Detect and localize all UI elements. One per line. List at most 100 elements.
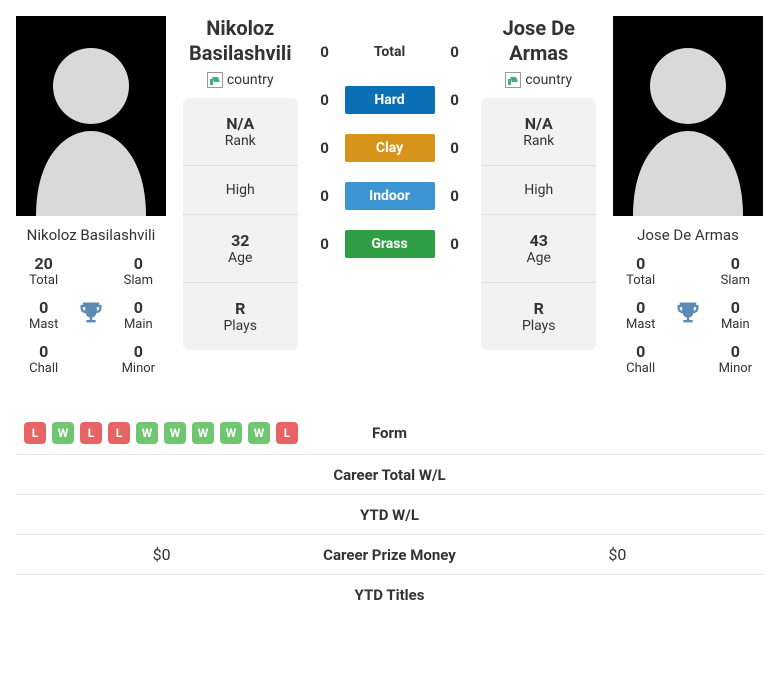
player-name-right[interactable]: Jose De Armas: [613, 216, 763, 254]
country-flag-right: country: [505, 72, 572, 88]
stat-main: 0 Main: [721, 298, 750, 332]
compare-form: LWLLWWWWWL Form: [16, 412, 763, 455]
country-alt-left: country: [227, 72, 274, 88]
stat-mast: 0 Mast: [626, 298, 655, 332]
form-chip[interactable]: W: [136, 422, 158, 444]
compare-ytd-titles-label: YTD Titles: [339, 586, 441, 604]
form-chip[interactable]: L: [80, 422, 102, 444]
info-high-label: High: [191, 182, 290, 198]
avatar-silhouette-icon: [613, 16, 763, 216]
player-card-left: Nikoloz Basilashvili 20 Total 0 Slam 0 M…: [16, 16, 166, 388]
h2h-indoor-left: 0: [315, 187, 335, 205]
stat-chall: 0 Chall: [29, 342, 58, 376]
stat-mast-label: Mast: [626, 317, 655, 332]
form-chips-left: LWLLWWWWWL: [16, 422, 356, 444]
player-info-left: Nikoloz Basilashvili country N/A Rank Hi…: [183, 16, 298, 350]
info-age: 43 Age: [481, 215, 596, 283]
player-photo-left: [16, 16, 166, 216]
stat-minor: 0 Minor: [122, 342, 156, 376]
h2h-indoor-label[interactable]: Indoor: [345, 182, 435, 210]
info-plays-label: Plays: [489, 318, 588, 334]
player-name-left[interactable]: Nikoloz Basilashvili: [16, 216, 166, 254]
h2h-grass: 0 Grass 0: [315, 230, 465, 258]
stat-main-value: 0: [124, 298, 153, 317]
info-plays-label: Plays: [191, 318, 290, 334]
info-age-value: 32: [191, 231, 290, 250]
h2h-indoor: 0 Indoor 0: [315, 182, 465, 210]
country-alt-right: country: [525, 72, 572, 88]
info-high: High: [481, 166, 596, 215]
info-age-value: 43: [489, 231, 588, 250]
h2h-hard-right: 0: [445, 91, 465, 109]
stat-mast-value: 0: [29, 298, 58, 317]
form-chip[interactable]: L: [276, 422, 298, 444]
stat-chall-label: Chall: [626, 361, 655, 376]
stat-slam: 0 Slam: [721, 254, 750, 288]
form-chip[interactable]: W: [192, 422, 214, 444]
broken-image-icon: [207, 72, 223, 88]
info-age-label: Age: [489, 250, 588, 266]
form-chip[interactable]: L: [108, 422, 130, 444]
h2h-indoor-right: 0: [445, 187, 465, 205]
info-high: High: [183, 166, 298, 215]
info-high-label: High: [489, 182, 588, 198]
stat-main-label: Main: [124, 317, 153, 332]
stat-mast: 0 Mast: [29, 298, 58, 332]
stat-minor-value: 0: [122, 342, 156, 361]
form-chip[interactable]: W: [220, 422, 242, 444]
compare-career-prize-label: Career Prize Money: [307, 546, 472, 564]
compare-ytd-wl-label: YTD W/L: [344, 506, 435, 524]
form-chip[interactable]: L: [24, 422, 46, 444]
stat-minor-value: 0: [719, 342, 753, 361]
player-heading-left: Nikoloz Basilashvili: [183, 16, 298, 66]
h2h-hard-label[interactable]: Hard: [345, 86, 435, 114]
stat-total-label: Total: [626, 273, 655, 288]
stat-total-label: Total: [29, 273, 58, 288]
info-stack-right: N/A Rank High 43 Age R Plays: [481, 98, 596, 350]
h2h-total-label: Total: [345, 38, 435, 66]
trophy-icon: [77, 299, 105, 331]
player-stats-right: 0 Total 0 Slam 0 Mast 0 Main 0 Chall: [613, 254, 763, 388]
info-rank: N/A Rank: [481, 98, 596, 166]
h2h-hard: 0 Hard 0: [315, 86, 465, 114]
compare-career-prize-left: $0: [16, 545, 307, 564]
top-row: Nikoloz Basilashvili 20 Total 0 Slam 0 M…: [16, 16, 763, 388]
h2h-grass-label[interactable]: Grass: [345, 230, 435, 258]
info-rank-value: N/A: [489, 114, 588, 133]
h2h-column: 0 Total 0 0 Hard 0 0 Clay 0 0 Indoor 0 0…: [315, 16, 465, 258]
compare-form-label: Form: [356, 424, 423, 442]
stat-main-value: 0: [721, 298, 750, 317]
info-rank-label: Rank: [191, 133, 290, 149]
info-plays-value: R: [489, 299, 588, 318]
stat-slam-value: 0: [721, 254, 750, 273]
form-chip[interactable]: W: [164, 422, 186, 444]
h2h-clay-label[interactable]: Clay: [345, 134, 435, 162]
stat-slam-value: 0: [124, 254, 153, 273]
compare-career-prize-right: $0: [472, 545, 763, 564]
avatar-silhouette-icon: [16, 16, 166, 216]
compare-career-wl: Career Total W/L: [16, 455, 763, 495]
form-chip[interactable]: W: [52, 422, 74, 444]
stat-total-value: 20: [29, 254, 58, 273]
h2h-total-left: 0: [315, 43, 335, 61]
info-plays: R Plays: [481, 283, 596, 350]
stat-slam: 0 Slam: [124, 254, 153, 288]
player-heading-right: Jose De Armas: [481, 16, 596, 66]
stat-mast-label: Mast: [29, 317, 58, 332]
stat-total-value: 0: [626, 254, 655, 273]
h2h-total: 0 Total 0: [315, 38, 465, 66]
h2h-clay-right: 0: [445, 139, 465, 157]
compare-career-prize: $0 Career Prize Money $0: [16, 535, 763, 575]
info-age: 32 Age: [183, 215, 298, 283]
form-chip[interactable]: W: [248, 422, 270, 444]
broken-image-icon: [505, 72, 521, 88]
player-info-right: Jose De Armas country N/A Rank High 43 A…: [481, 16, 596, 350]
compare-ytd-titles: YTD Titles: [16, 575, 763, 615]
stat-main-label: Main: [721, 317, 750, 332]
trophy-icon: [674, 299, 702, 331]
h2h-grass-left: 0: [315, 235, 335, 253]
compare-table: LWLLWWWWWL Form Career Total W/L YTD W/L…: [16, 412, 763, 615]
info-rank-label: Rank: [489, 133, 588, 149]
compare-ytd-wl: YTD W/L: [16, 495, 763, 535]
stat-slam-label: Slam: [721, 273, 750, 288]
